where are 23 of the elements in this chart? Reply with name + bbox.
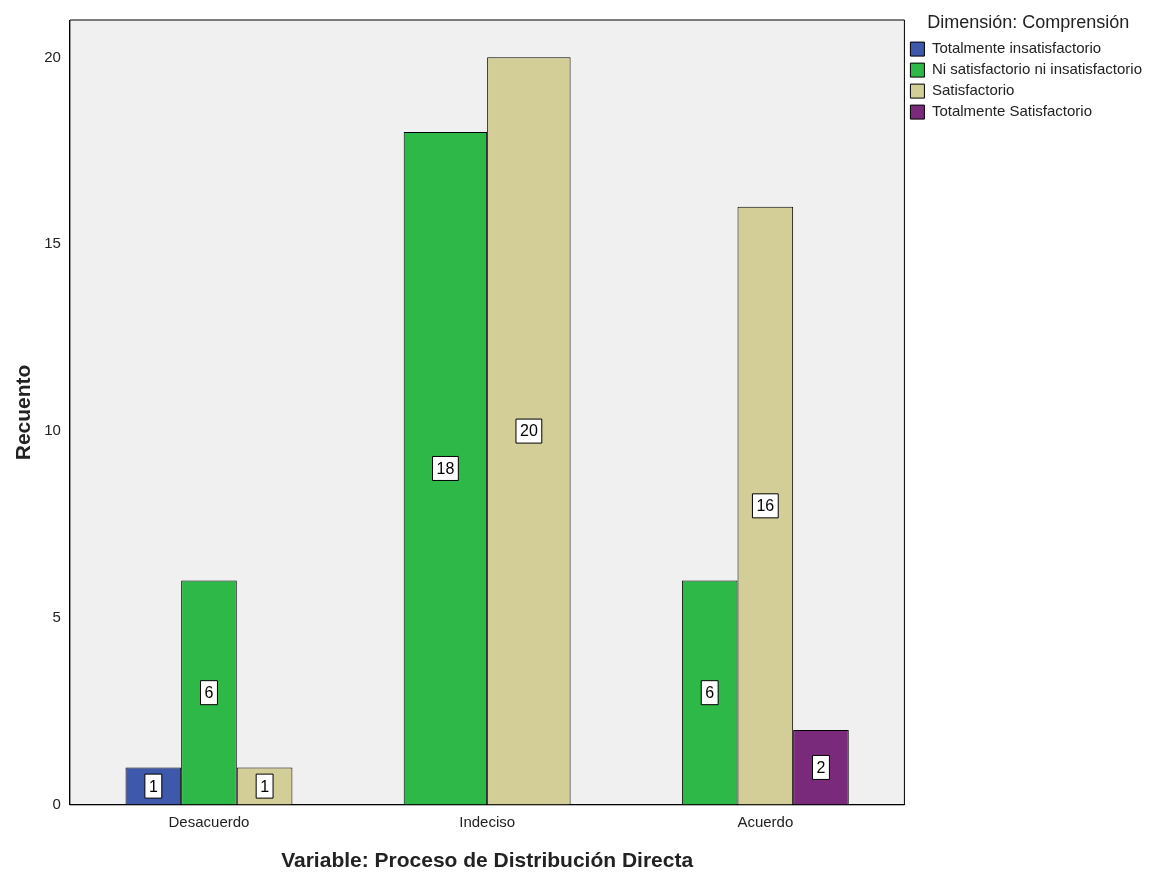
x-axis-title: Variable: Proceso de Distribución Directa (281, 848, 694, 872)
data-label: 6 (204, 684, 214, 702)
data-label: 2 (816, 758, 826, 776)
legend-label: Totalmente insatisfactorio (931, 39, 1102, 57)
y-tick-label: 10 (44, 421, 61, 439)
x-tick-label: Indeciso (459, 812, 516, 830)
data-label: 6 (705, 684, 715, 702)
y-tick-label: 20 (44, 47, 61, 65)
legend-label: Ni satisfactorio ni insatisfactorio (931, 60, 1143, 78)
legend-title: Dimensión: Comprensión (927, 11, 1130, 32)
x-tick-label: Desacuerdo (168, 812, 250, 830)
data-label: 20 (519, 422, 538, 440)
data-label: 1 (148, 777, 158, 795)
legend-label: Totalmente Satisfactorio (931, 102, 1092, 120)
x-tick-label: Acuerdo (737, 812, 794, 830)
y-tick-label: 5 (52, 608, 61, 626)
data-label: 18 (436, 459, 455, 477)
data-label: 1 (260, 777, 270, 795)
data-label: 16 (756, 497, 775, 515)
legend-label: Satisfactorio (931, 81, 1015, 99)
y-tick-label: 15 (44, 234, 61, 252)
y-axis-title: Recuento (11, 364, 35, 461)
y-tick-label: 0 (52, 794, 61, 812)
